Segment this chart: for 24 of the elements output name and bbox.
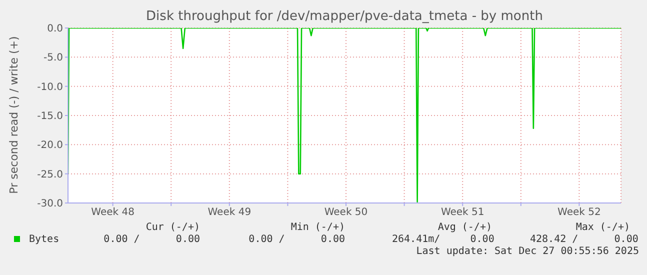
text: Last update: Sat Dec 27 00:55:56 2025 (416, 246, 639, 257)
text: 0.00 / 0.00 (248, 234, 345, 245)
text: Max (-/+) (574, 222, 630, 233)
y-tick-label: -15.0 (37, 111, 63, 122)
y-tick-label: -20.0 (37, 140, 63, 152)
y-tick-label: -30.0 (37, 198, 63, 210)
x-tick-label: Week 51 (440, 207, 484, 218)
text: Min (-/+) (290, 222, 345, 233)
text: 428.42 / 0.00 (530, 234, 638, 245)
text: 264.41m/ 0.00 (392, 234, 494, 245)
y-tick-label: -25.0 (37, 169, 63, 180)
y-axis-title: Pr second read (-) / write (+) (8, 36, 20, 194)
legend-label: Bytes (28, 234, 60, 245)
x-tick-label: Week 48 (91, 207, 134, 218)
text: 0.00 / 0.00 (102, 234, 200, 245)
x-tick-label: Week 50 (324, 207, 368, 218)
chart-title: Disk throughput for /dev/mapper/pve-data_tmeta - by month (145, 9, 544, 24)
text: Avg (-/+) (436, 222, 492, 233)
text: Cur (-/+) (144, 222, 200, 233)
y-tick-label: 0.0 (47, 24, 63, 35)
x-tick-label: Week 52 (558, 207, 601, 218)
y-tick-label: -5.0 (43, 52, 63, 64)
x-tick-label: Week 49 (208, 207, 252, 218)
y-tick-label: -10.0 (37, 82, 63, 93)
